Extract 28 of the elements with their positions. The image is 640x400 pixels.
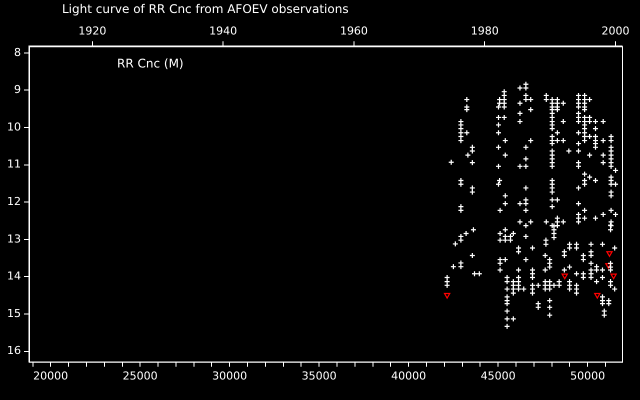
x2-tick-label: 1920 — [78, 24, 106, 38]
point — [594, 292, 600, 299]
y-tick-label: 11 — [6, 158, 21, 171]
y-tick-label: 8 — [14, 46, 21, 59]
y-tick-label: 13 — [6, 232, 21, 246]
y-tick-label: 12 — [6, 194, 21, 208]
x2-tick-label: 2000 — [601, 24, 630, 38]
x-tick-label: 50000 — [570, 369, 606, 382]
point — [562, 274, 568, 280]
y-tick-label: 15 — [6, 306, 21, 320]
x-tick-label: 25000 — [122, 369, 158, 382]
point — [606, 251, 613, 257]
x-tick-label: 30000 — [212, 369, 248, 382]
x2-tick-label: 1980 — [470, 24, 499, 38]
point — [444, 292, 450, 299]
y-tick-label: 9 — [14, 83, 21, 96]
x-tick-label: 20000 — [33, 369, 68, 382]
point — [610, 274, 617, 280]
y-tick-label: 14 — [6, 270, 21, 283]
x2-tick-label: 1940 — [209, 24, 238, 38]
annotation: RR Cnc (M) — [116, 56, 184, 70]
x-tick-label: 40000 — [391, 369, 426, 382]
chart-title: Light curve of RR Cnc from AFOEV observations — [62, 2, 349, 16]
x-tick-label: 35000 — [302, 369, 337, 382]
x-tick-label: 45000 — [480, 369, 516, 382]
x2-tick-label: 1960 — [340, 24, 368, 38]
y-tick-label: 10 — [6, 120, 21, 134]
y-tick-label: 16 — [6, 344, 21, 358]
